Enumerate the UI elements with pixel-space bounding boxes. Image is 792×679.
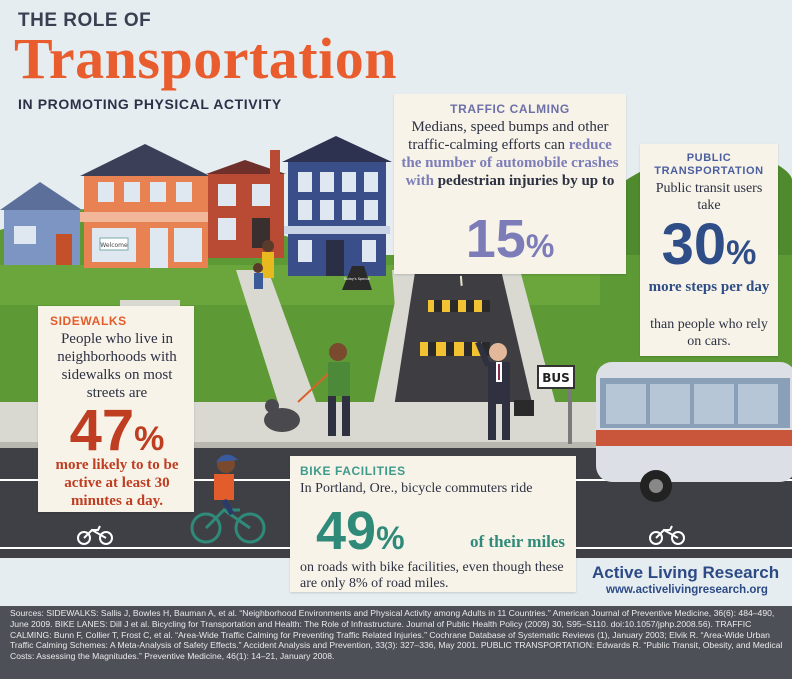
- traffic-calming-stat-unit: %: [525, 228, 555, 264]
- traffic-calming-text-highlight: reduce the number of automobile crashes …: [401, 137, 619, 189]
- bus-stop-sign: BUS: [537, 365, 575, 444]
- house-navy: [282, 136, 392, 276]
- bike-lane-icon: [649, 525, 685, 545]
- house-orange-shop: Welcome: [80, 144, 210, 268]
- public-transportation-stat-unit: %: [726, 234, 757, 272]
- a-frame-sign: Today's Special: [342, 266, 372, 290]
- brand-url[interactable]: www.activelivingresearch.org: [606, 584, 768, 596]
- traffic-calming-stat-value: 15: [465, 209, 526, 269]
- sidewalks-card: SIDEWALKS People who live in neighborhoo…: [38, 306, 194, 512]
- public-transportation-stat: 30%: [640, 216, 778, 274]
- public-transportation-emphasis: more steps per day: [648, 279, 770, 295]
- bus: [596, 362, 792, 502]
- sources-text: Sources: SIDEWALKS: Sallis J, Bowles H, …: [10, 608, 783, 662]
- sidewalks-text: People who live in neighborhoods with si…: [57, 331, 177, 401]
- sidewalks-stat-unit: %: [134, 420, 165, 458]
- traffic-calming-stat: 15%: [394, 212, 626, 266]
- bike-facilities-card: BIKE FACILITIES In Portland, Ore., bicyc…: [290, 456, 576, 592]
- public-transportation-card: PUBLIC TRANSPORTATION Public transit use…: [640, 144, 778, 356]
- welcome-sign: Welcome: [100, 242, 128, 249]
- public-transportation-stat-value: 30: [661, 212, 727, 277]
- svg-text:BUS: BUS: [542, 371, 570, 385]
- traffic-calming-card: TRAFFIC CALMING Medians, speed bumps and…: [394, 94, 626, 274]
- public-transportation-tail: than people who rely on cars.: [650, 317, 768, 349]
- brand-name: Active Living Research: [592, 563, 780, 582]
- sidewalks-emphasis: more likely to to be active at least 30 …: [55, 457, 179, 509]
- traffic-calming-heading: TRAFFIC CALMING: [450, 102, 570, 116]
- sidewalks-heading: SIDEWALKS: [50, 314, 127, 328]
- svg-text:Today's Special: Today's Special: [343, 277, 371, 281]
- bike-facilities-stat-unit: %: [376, 520, 405, 556]
- bike-facilities-heading: BIKE FACILITIES: [300, 464, 406, 478]
- sidewalks-stat: 47%: [62, 402, 172, 460]
- traffic-calming-text: Medians, speed bumps and other traffic-c…: [400, 118, 620, 190]
- sidewalks-stat-value: 47: [69, 398, 135, 463]
- bike-facilities-suffix: of their miles: [470, 532, 566, 551]
- person-walking-dog: [264, 343, 350, 436]
- page-title: Transportation: [14, 26, 397, 91]
- public-transportation-heading: PUBLIC TRANSPORTATION: [654, 152, 764, 177]
- title-prefix: THE ROLE OF: [18, 10, 152, 31]
- commuter-with-briefcase: [475, 340, 534, 440]
- page-subtitle: IN PROMOTING PHYSICAL ACTIVITY: [18, 96, 282, 112]
- bike-facilities-stat: 49%: [316, 504, 405, 558]
- speed-bumps: [420, 300, 490, 356]
- cyclist: [190, 454, 266, 544]
- bike-lane-icon: [77, 525, 113, 545]
- house-blue-left: [0, 182, 82, 265]
- bike-facilities-text: In Portland, Ore., bicycle commuters rid…: [300, 481, 533, 496]
- bike-facilities-tail: on roads with bike facilities, even thou…: [300, 560, 564, 591]
- sources-footer: [0, 606, 792, 679]
- traffic-calming-text-tail: pedestrian injuries by up to: [437, 173, 615, 189]
- public-transportation-text: Public transit users take: [655, 181, 763, 213]
- traffic-calming-text-plain: Medians, speed bumps and other traffic-c…: [408, 119, 609, 153]
- mother-and-child: [253, 240, 274, 289]
- bike-facilities-stat-value: 49: [316, 501, 377, 561]
